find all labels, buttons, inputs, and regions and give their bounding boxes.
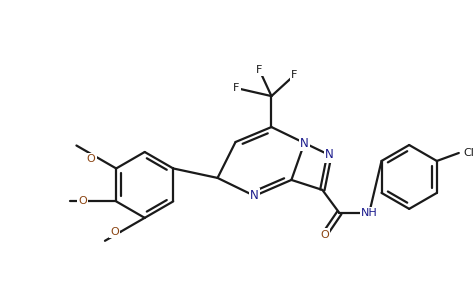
Text: F: F	[291, 70, 298, 80]
Text: F: F	[256, 65, 263, 75]
Text: F: F	[233, 83, 240, 93]
Text: O: O	[78, 197, 87, 206]
Text: O: O	[87, 154, 95, 164]
Text: N: N	[325, 148, 334, 161]
Text: NH: NH	[361, 208, 378, 218]
Text: N: N	[250, 190, 259, 202]
Text: Cl: Cl	[463, 148, 474, 158]
Text: O: O	[110, 227, 119, 237]
Text: N: N	[300, 136, 309, 150]
Text: O: O	[320, 230, 329, 240]
